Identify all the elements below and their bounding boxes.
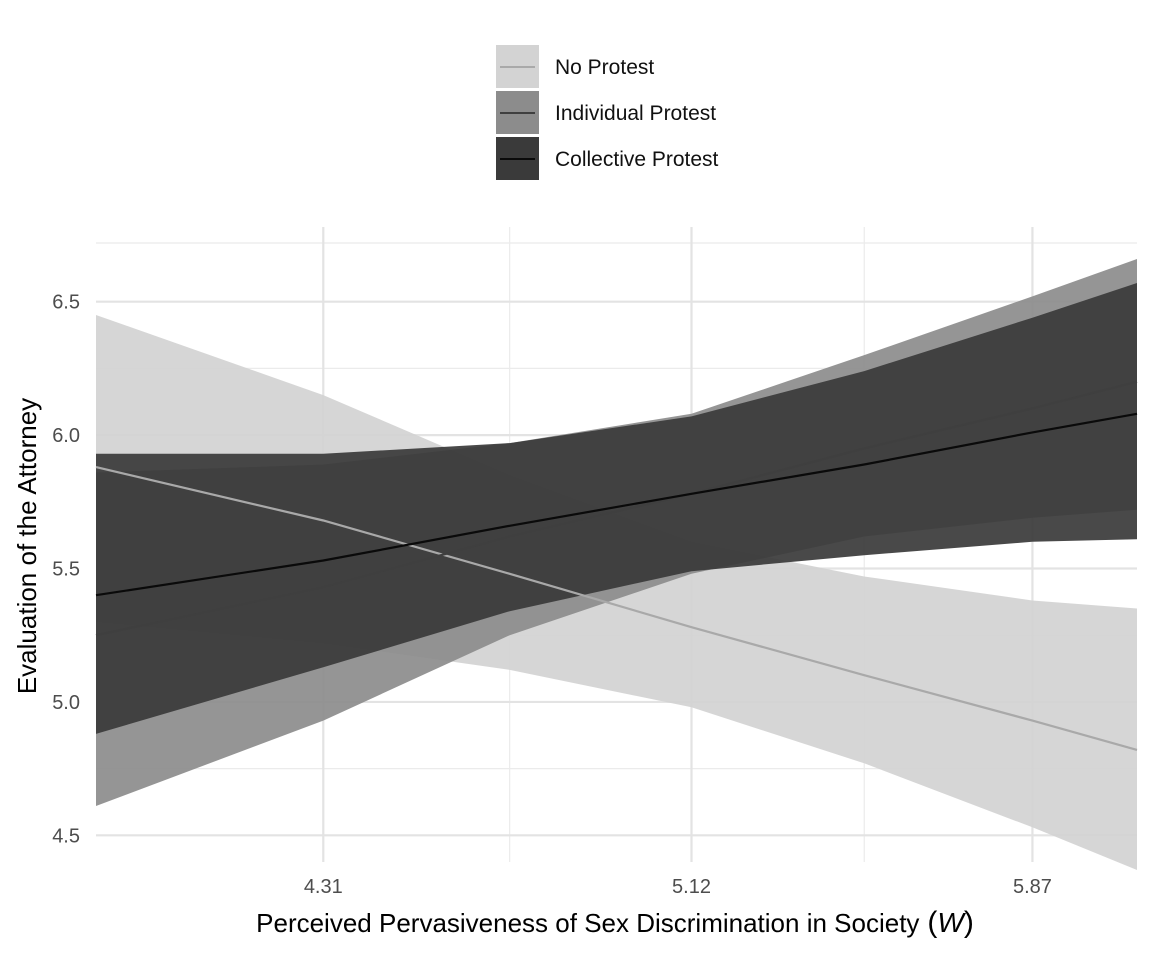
- regression-lines: [95, 380, 1138, 751]
- legend-label: No Protest: [555, 56, 655, 79]
- x-axis-title-text: Perceived Pervasiveness of Sex Discrimin…: [256, 908, 919, 938]
- x-tick-label: 4.31: [304, 876, 343, 898]
- x-axis-variable: W: [937, 907, 966, 938]
- legend-key: [496, 91, 539, 134]
- legend-key: [496, 137, 539, 180]
- legend-label: Collective Protest: [555, 148, 719, 171]
- legend-label: Individual Protest: [555, 102, 717, 125]
- confidence-band-3: [96, 283, 1137, 734]
- y-axis-title: Evaluation of the Attorney: [12, 398, 42, 694]
- regression-line-3: [95, 412, 1138, 597]
- legend-key-line: [500, 112, 535, 114]
- x-tick-label: 5.12: [672, 876, 711, 898]
- y-tick-label: 5.5: [52, 559, 80, 581]
- y-tick-label: 6.5: [52, 292, 80, 314]
- y-tick-label: 5.0: [52, 692, 80, 714]
- x-axis-ticks: 4.31 5.12 5.87: [304, 876, 1052, 898]
- y-axis-ticks: 4.5 5.0 5.5 6.0 6.5: [52, 292, 80, 848]
- legend-key-line: [500, 158, 535, 160]
- x-axis-title: Perceived Pervasiveness of Sex Discrimin…: [256, 906, 974, 939]
- y-tick-label: 4.5: [52, 825, 80, 847]
- legend-key: [496, 45, 539, 88]
- confidence-bands: [96, 259, 1137, 870]
- legend-key-line: [500, 66, 535, 68]
- y-tick-label: 6.0: [52, 425, 80, 447]
- regression-line-1: [95, 466, 1138, 751]
- x-tick-label: 5.87: [1013, 876, 1052, 898]
